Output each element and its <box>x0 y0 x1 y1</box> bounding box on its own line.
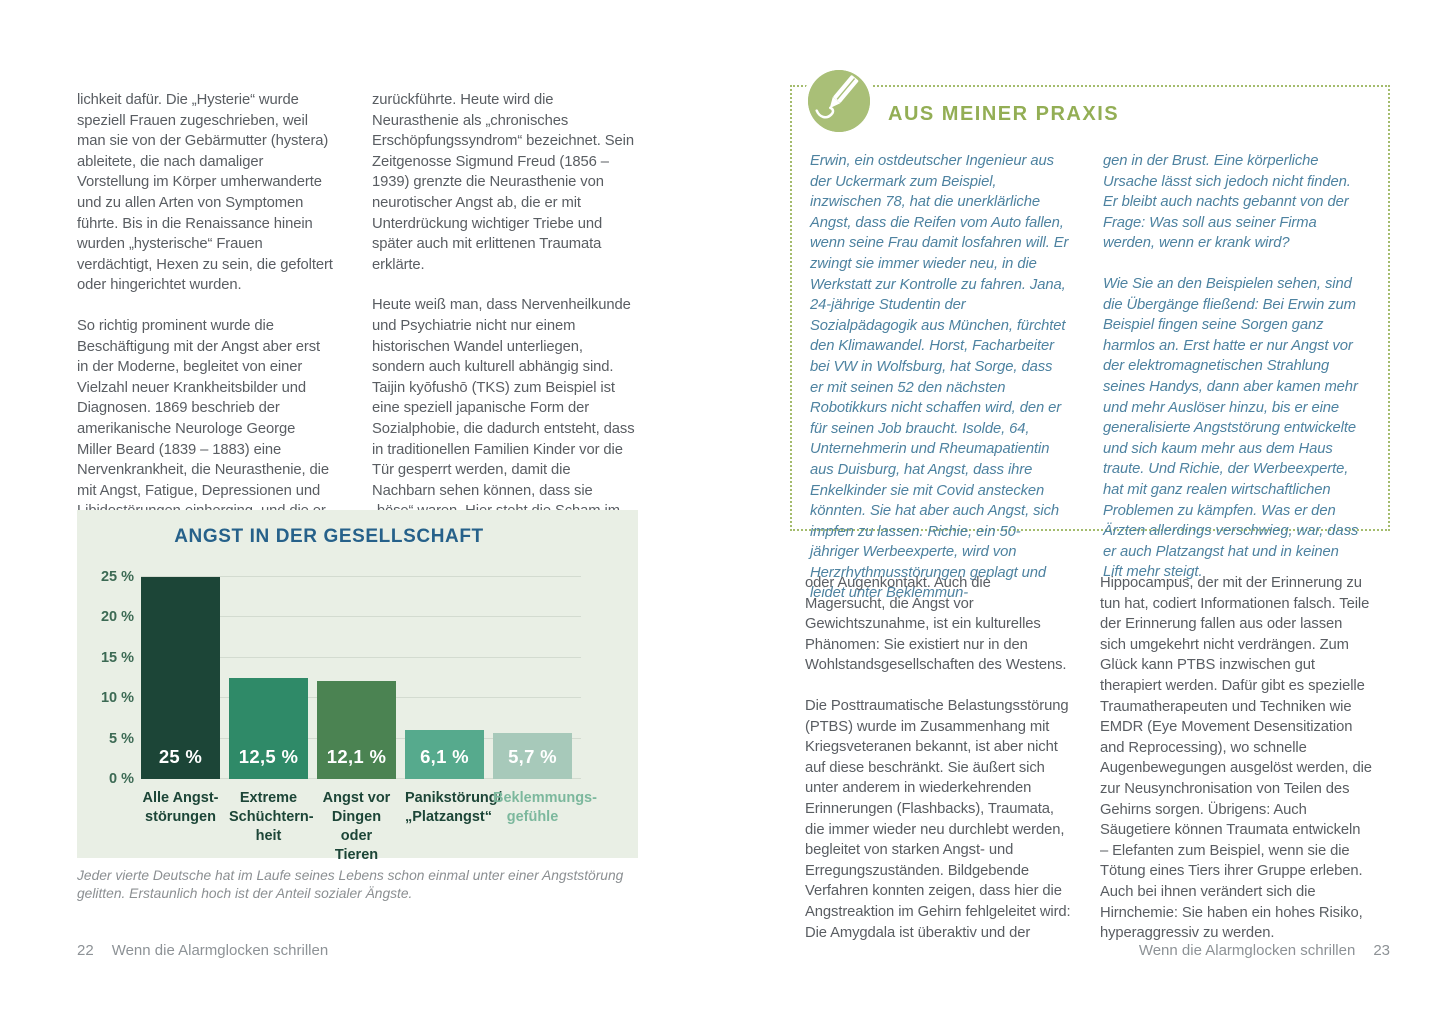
bar-value-label: 5,7 % <box>508 746 557 767</box>
praxis-box-columns: Erwin, ein ostdeutscher Ingenieur aus de… <box>792 126 1388 604</box>
paragraph: lichkeit dafür. Die „Hysterie“ wurde spe… <box>77 92 333 294</box>
y-tick-label: 15 % <box>100 649 134 666</box>
category-label: Angst vor Dingen oder Tieren <box>322 790 391 863</box>
bar: 12,5 % <box>229 678 308 779</box>
paragraph: Erwin, ein ostdeutscher Ingenieur aus de… <box>810 153 1069 602</box>
right-page-footer: Wenn die Alarmglocken schrillen 23 <box>900 942 1390 959</box>
praxis-box-title: AUS MEINER PRAXIS <box>888 103 1120 125</box>
category-label: Alle Angst- störungen <box>142 790 219 825</box>
y-tick-label: 20 % <box>100 609 134 626</box>
y-tick-label: 0 % <box>109 771 134 787</box>
paragraph: Die Posttraumatische Belastungsstörung (… <box>805 697 1071 941</box>
praxis-box: AUS MEINER PRAXIS Erwin, ein ostdeutsche… <box>790 70 1390 601</box>
gridline <box>141 576 581 577</box>
category-label: Extreme Schüchtern- heit <box>229 790 314 844</box>
bar-value-label: 6,1 % <box>420 746 469 767</box>
paragraph: zurückführte. Heute wird die Neurastheni… <box>372 92 634 273</box>
paragraph: oder Augenkontakt. Auch die Magersucht, … <box>805 575 1067 674</box>
left-page-column-1: lichkeit dafür. Die „Hysterie“ wurde spe… <box>77 90 333 563</box>
chart-categories: Alle Angst- störungen Extreme Schüchtern-… <box>141 789 597 865</box>
bar: 6,1 % <box>405 729 484 779</box>
right-page-column-2: Hippocampus, der mit der Erinnerung zu t… <box>1100 573 1372 944</box>
bar: 5,7 % <box>493 732 572 779</box>
bar-value-label: 12,5 % <box>238 746 299 767</box>
gridline <box>141 616 581 618</box>
paragraph: Hippocampus, der mit der Erinnerung zu t… <box>1100 575 1372 942</box>
chart-caption: Jeder vierte Deutsche hat im Laufe seine… <box>77 868 624 901</box>
right-page-column-1: oder Augenkontakt. Auch die Magersucht, … <box>805 573 1075 943</box>
praxis-column-1: Erwin, ein ostdeutscher Ingenieur aus de… <box>810 151 1069 604</box>
page-number: 22 <box>77 942 94 959</box>
bar: 12,1 % <box>317 681 396 779</box>
bar-value-label: 12,1 % <box>326 746 387 767</box>
chart-title: ANGST IN DER GESELLSCHAFT <box>174 526 484 547</box>
pencil-icon <box>808 70 870 132</box>
chapter-title: Wenn die Alarmglocken schrillen <box>111 942 329 959</box>
praxis-column-2: gen in der Brust. Eine körperliche Ursac… <box>1103 151 1362 604</box>
gridline <box>141 656 581 658</box>
bar-value-label: 25 % <box>158 746 203 767</box>
chart-plot: 25 % 12,5 % 12,1 % 6,1 % 5,7 % 0 % 5 % 10 % 15 … <box>101 569 581 787</box>
y-tick-label: 25 % <box>100 569 134 585</box>
left-page-column-2: zurückführte. Heute wird die Neurastheni… <box>372 90 635 563</box>
page-number: 23 <box>1373 942 1390 959</box>
paragraph: Wie Sie an den Beispielen sehen, sind di… <box>1103 275 1359 581</box>
bar: 25 % <box>141 577 220 779</box>
chapter-title: Wenn die Alarmglocken schrillen <box>1138 942 1356 959</box>
left-page-footer: 22 Wenn die Alarmglocken schrillen <box>77 942 328 959</box>
y-tick-label: 5 % <box>109 730 134 747</box>
anxiety-bar-chart: ANGST IN DER GESELLSCHAFT 25 % 12,5 % 12,1… <box>77 510 638 863</box>
chart-bars: 25 % 12,5 % 12,1 % 6,1 % 5,7 % <box>141 577 572 779</box>
category-label: Beklemmungs- gefühle <box>493 790 597 825</box>
y-tick-label: 10 % <box>100 690 134 707</box>
category-label: Panikstörung/ „Platzangst“ <box>405 790 502 825</box>
paragraph: gen in der Brust. Eine körperliche Ursac… <box>1103 153 1351 252</box>
